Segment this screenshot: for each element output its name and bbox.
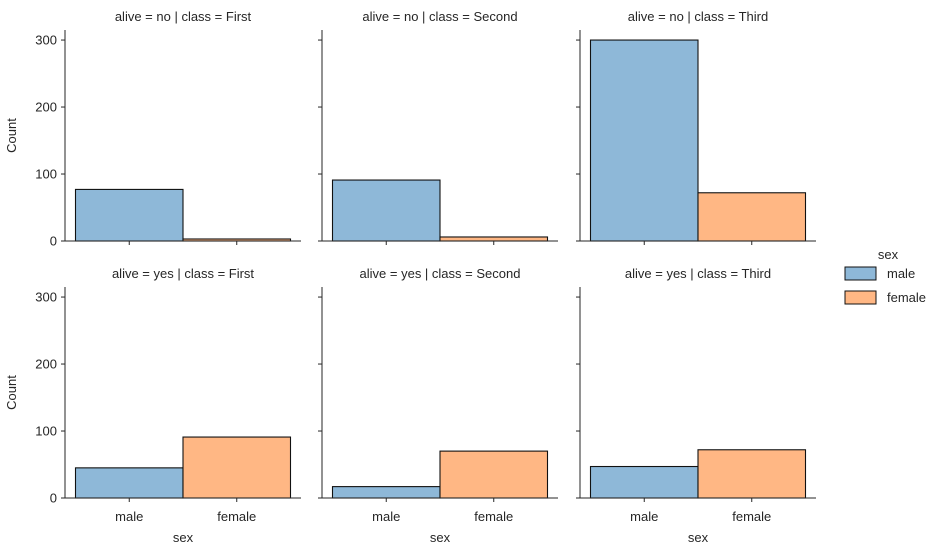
legend: sex male female (844, 247, 926, 305)
x-tick-label: male (372, 509, 400, 524)
bar-female (182, 436, 292, 499)
y-tick-label: 200 (35, 357, 57, 372)
facet-panel: alive = yes | class = Second male female se… (318, 266, 558, 545)
bar-male (74, 188, 184, 242)
y-tick-label: 100 (35, 167, 57, 182)
x-tick-label: female (217, 509, 256, 524)
x-axis-label: sex (173, 530, 194, 545)
bar-female (439, 236, 549, 242)
x-tick-label: male (115, 509, 143, 524)
legend-title: sex (878, 247, 899, 262)
x-axis-label: sex (688, 530, 709, 545)
bar-female (439, 450, 549, 499)
bar-female (697, 449, 807, 499)
facet-panel: alive = yes | class = Third male female sex (576, 266, 816, 545)
y-tick-label: 0 (50, 491, 57, 506)
y-axis-label: Count (4, 118, 19, 153)
y-tick-label: 300 (35, 33, 57, 48)
bar-female (697, 192, 807, 242)
panel-title: alive = yes | class = Third (625, 266, 771, 281)
x-axis-label: sex (430, 530, 451, 545)
bar-male (74, 467, 184, 499)
legend-label-male: male (887, 266, 915, 281)
y-tick-label: 300 (35, 290, 57, 305)
panel-title: alive = yes | class = First (112, 266, 254, 281)
legend-swatch-male (844, 266, 877, 281)
facet-panel: alive = yes | class = First 0 100 200 300 mal… (4, 266, 301, 545)
panel-title: alive = no | class = Third (628, 9, 768, 24)
y-tick-label: 0 (50, 234, 57, 249)
bar-male (589, 465, 699, 499)
y-axis-label: Count (4, 375, 19, 410)
bar-male (331, 486, 441, 499)
facet-panel: alive = no | class = First 0 100 200 300 Coun… (4, 9, 301, 249)
panel-title: alive = no | class = Second (362, 9, 517, 24)
panel-title: alive = yes | class = Second (360, 266, 521, 281)
legend-swatch-female (844, 290, 877, 305)
x-tick-label: female (474, 509, 513, 524)
facet-panel: alive = no | class = Second (318, 9, 558, 245)
facet-panel: alive = no | class = Third (576, 9, 816, 245)
y-tick-label: 100 (35, 424, 57, 439)
legend-label-female: female (887, 290, 926, 305)
y-tick-label: 200 (35, 100, 57, 115)
bar-male (331, 179, 441, 242)
x-tick-label: female (732, 509, 771, 524)
x-tick-label: male (630, 509, 658, 524)
bar-male (589, 39, 699, 242)
panel-title: alive = no | class = First (115, 9, 252, 24)
